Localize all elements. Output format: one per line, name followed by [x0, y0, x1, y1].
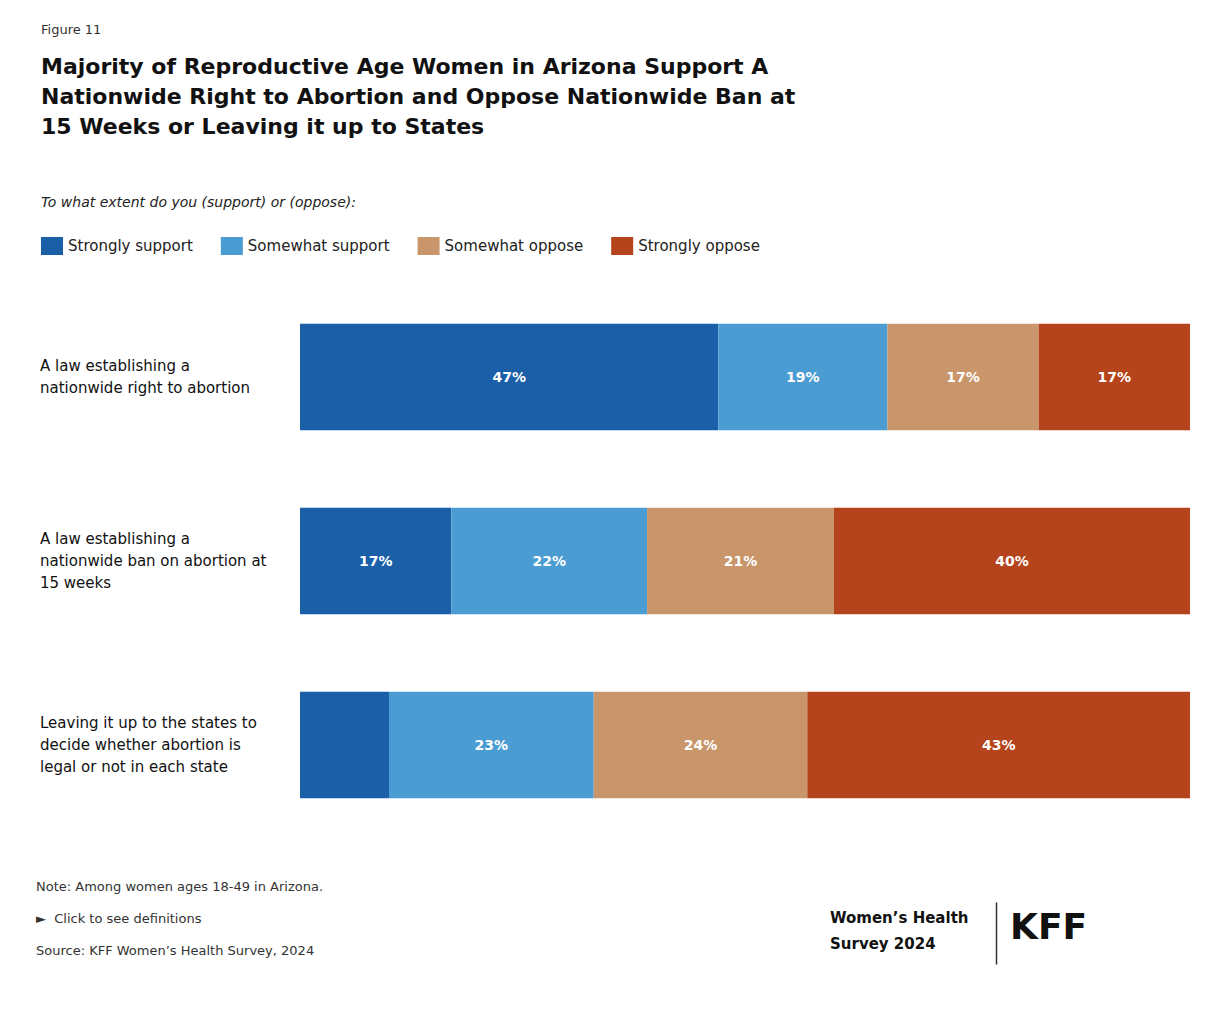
svg-text:17%: 17% [359, 553, 393, 569]
svg-text:40%: 40% [995, 553, 1029, 569]
svg-text:Survey 2024: Survey 2024 [830, 935, 936, 953]
svg-text:Somewhat support: Somewhat support [248, 237, 390, 255]
svg-text:24%: 24% [684, 737, 718, 753]
svg-text:A law establishing a: A law establishing a [40, 530, 190, 548]
svg-text:A law establishing a: A law establishing a [40, 357, 190, 375]
svg-text:21%: 21% [724, 553, 758, 569]
svg-text:Leaving it up to the states to: Leaving it up to the states to [40, 714, 257, 732]
svg-text:nationwide right to abortion: nationwide right to abortion [40, 379, 250, 397]
svg-text:legal or not in each state: legal or not in each state [40, 758, 228, 776]
svg-text:decide whether abortion is: decide whether abortion is [40, 736, 241, 754]
svg-text:Majority of Reproductive Age W: Majority of Reproductive Age Women in Ar… [41, 54, 768, 79]
svg-text:47%: 47% [492, 369, 526, 385]
svg-text:► Click to see definitions: ► Click to see definitions [36, 911, 202, 926]
svg-text:22%: 22% [532, 553, 566, 569]
svg-text:Note: Among women ages 18-49 i: Note: Among women ages 18-49 in Arizona. [36, 879, 323, 894]
svg-text:Source: KFF Women’s Health Sur: Source: KFF Women’s Health Survey, 2024 [36, 943, 314, 958]
svg-text:nationwide ban on abortion at: nationwide ban on abortion at [40, 552, 267, 570]
svg-text:15 weeks: 15 weeks [40, 574, 111, 592]
svg-text:23%: 23% [475, 737, 509, 753]
svg-text:Nationwide Right to Abortion a: Nationwide Right to Abortion and Oppose … [41, 84, 796, 109]
svg-text:To what extent do you (support: To what extent do you (support) or (oppo… [41, 194, 356, 210]
svg-text:17%: 17% [1098, 369, 1132, 385]
svg-text:17%: 17% [946, 369, 980, 385]
svg-text:19%: 19% [786, 369, 820, 385]
svg-text:43%: 43% [982, 737, 1016, 753]
svg-text:Somewhat oppose: Somewhat oppose [445, 237, 584, 255]
svg-text:KFF: KFF [1010, 906, 1087, 947]
svg-text:Figure 11: Figure 11 [41, 22, 101, 37]
svg-text:Strongly oppose: Strongly oppose [638, 237, 760, 255]
svg-text:15 Weeks or Leaving it up to S: 15 Weeks or Leaving it up to States [41, 114, 484, 139]
svg-text:Women’s Health: Women’s Health [830, 909, 969, 927]
svg-text:Strongly support: Strongly support [68, 237, 193, 255]
